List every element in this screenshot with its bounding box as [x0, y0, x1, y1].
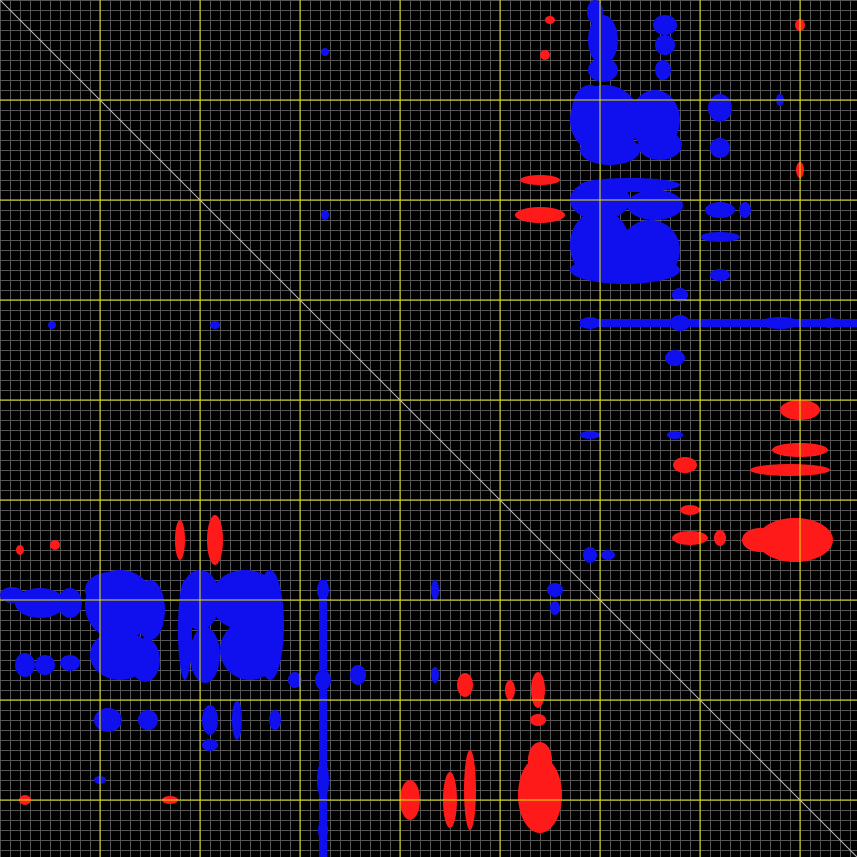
contact-blob: [708, 94, 732, 122]
contact-blob: [710, 269, 730, 281]
contact-blob: [667, 431, 683, 439]
contact-blob: [138, 710, 158, 730]
contact-blob: [48, 321, 56, 329]
contact-blob: [653, 15, 677, 35]
contact-blob: [15, 653, 35, 677]
contact-band: [319, 580, 327, 857]
contact-blob: [665, 350, 685, 366]
contact-blob: [700, 232, 740, 242]
contact-blob: [570, 256, 680, 284]
contact-blob: [350, 665, 366, 685]
contact-blob: [587, 0, 603, 24]
contact-blob: [550, 601, 560, 615]
contact-blob: [0, 587, 24, 603]
contact-blob: [580, 178, 680, 192]
contact-blob: [528, 742, 552, 778]
contact-blob: [739, 202, 751, 218]
contact-blob: [431, 667, 439, 683]
contact-blob: [431, 580, 439, 600]
contact-blob: [35, 655, 55, 675]
contact-blob: [58, 588, 82, 618]
contact-blob: [321, 48, 329, 56]
contact-blob: [655, 60, 671, 80]
contact-blob: [742, 528, 778, 552]
contact-blob: [175, 520, 185, 560]
contact-blob: [15, 588, 65, 618]
contact-blob: [705, 202, 735, 218]
contact-blob: [530, 714, 546, 726]
contact-blob: [714, 530, 726, 546]
contact-blob: [135, 580, 165, 640]
contact-blob: [16, 545, 24, 555]
contact-blob: [540, 50, 550, 60]
contact-blob: [207, 515, 223, 565]
contact-blob: [750, 464, 830, 476]
contact-blob: [638, 130, 682, 160]
contact-blob: [588, 15, 618, 65]
contact-blob: [515, 207, 565, 223]
contact-blob: [757, 518, 833, 562]
contact-blob: [210, 321, 220, 329]
contact-blob: [130, 638, 160, 682]
contact-blob: [588, 58, 618, 82]
contact-blob: [50, 540, 60, 550]
contact-blob: [627, 190, 683, 220]
contact-blob: [672, 531, 708, 545]
contact-blob: [518, 757, 562, 833]
contact-blob: [202, 739, 218, 751]
contact-blob: [531, 672, 545, 708]
contact-blob: [672, 288, 688, 302]
contact-blob: [655, 35, 675, 55]
contact-blob: [545, 16, 555, 24]
contact-blob: [202, 705, 218, 735]
contact-blob: [547, 583, 563, 597]
contact-blob: [583, 547, 597, 563]
contact-blob: [60, 655, 80, 671]
contact-blob: [321, 210, 329, 220]
contact-blob: [580, 135, 640, 165]
contact-blob: [190, 627, 220, 683]
contact-blob: [580, 431, 600, 439]
contact-blob: [269, 710, 281, 730]
contact-blob: [520, 175, 560, 185]
contact-blob: [572, 85, 608, 135]
contact-blob: [710, 138, 730, 158]
contact-blob: [673, 457, 697, 473]
contact-blob: [464, 750, 476, 830]
contact-blob: [505, 680, 515, 700]
contact-blob: [680, 505, 700, 515]
contact-band: [580, 319, 857, 327]
contact-blob: [94, 708, 122, 732]
contact-blob: [232, 700, 242, 740]
contact-blob: [601, 550, 615, 560]
contact-blob: [457, 673, 473, 697]
contact-blob: [256, 570, 284, 680]
contact-blob: [288, 672, 302, 688]
contact-blob: [178, 580, 192, 680]
contact-blob: [85, 572, 135, 608]
